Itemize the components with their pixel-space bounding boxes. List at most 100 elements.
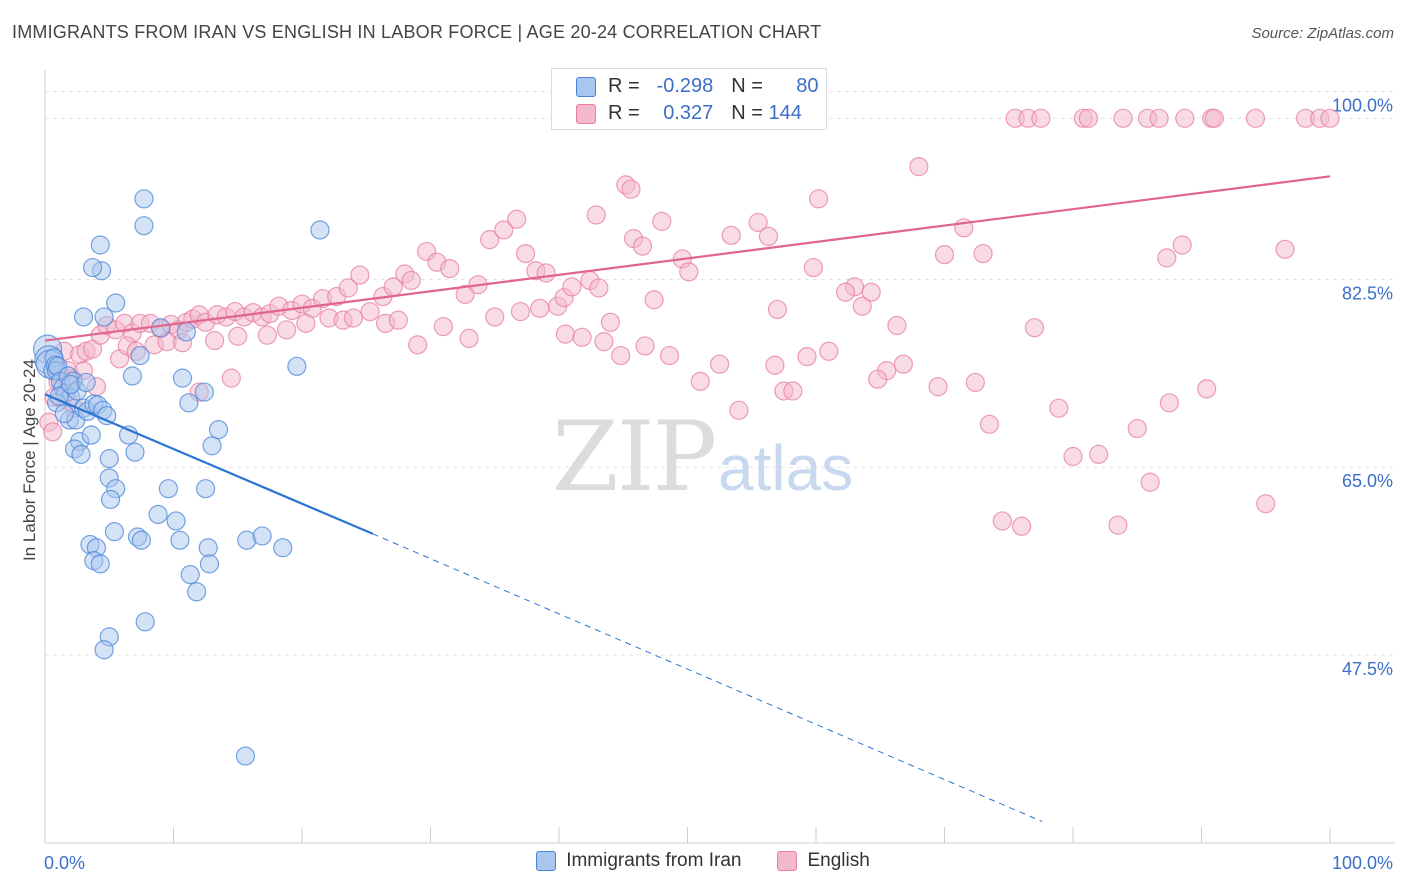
iran-point xyxy=(310,220,330,240)
english-point xyxy=(1159,393,1179,413)
legend-item-english[interactable]: English xyxy=(777,850,870,872)
r-label: R = xyxy=(608,75,640,97)
english-point xyxy=(440,259,460,279)
english-point xyxy=(679,262,699,282)
english-point xyxy=(965,372,985,393)
english-point xyxy=(621,179,641,199)
iran-point xyxy=(81,425,101,445)
english-point xyxy=(1204,108,1224,128)
english-point xyxy=(644,290,664,310)
english-point xyxy=(221,368,241,388)
english-point xyxy=(979,414,1000,434)
iran-point xyxy=(122,366,142,386)
iran-point xyxy=(194,382,214,402)
iran-point xyxy=(82,257,103,278)
english-point xyxy=(257,325,277,345)
iran-point xyxy=(99,449,119,469)
iran-trend-line xyxy=(44,393,374,535)
x-tick-label: 100.0% xyxy=(1332,853,1393,873)
english-point xyxy=(767,299,788,320)
english-point xyxy=(506,209,527,229)
iran-point xyxy=(187,582,207,602)
english-point xyxy=(408,335,428,355)
english-point xyxy=(1320,108,1340,128)
english-point xyxy=(797,347,817,367)
english-point xyxy=(1197,379,1217,399)
english-point xyxy=(710,354,730,374)
n-label: N = xyxy=(731,102,763,124)
y-tick-label: 47.5% xyxy=(1342,659,1393,679)
english-point xyxy=(893,354,913,374)
english-point xyxy=(808,189,829,209)
blue-swatch xyxy=(576,76,596,97)
iran-point xyxy=(170,530,190,550)
english-point xyxy=(1063,446,1083,467)
chart-title: IMMIGRANTS FROM IRAN VS ENGLISH IN LABOR… xyxy=(12,22,822,42)
y-tick-label: 65.0% xyxy=(1342,471,1393,491)
english-point xyxy=(652,211,672,231)
iran-point xyxy=(73,307,94,327)
iran-point xyxy=(90,554,110,574)
iran-point xyxy=(130,345,150,366)
english-point xyxy=(758,226,779,247)
english-point xyxy=(765,355,785,375)
english-point xyxy=(433,316,453,337)
r-label: R = xyxy=(608,102,640,124)
english-point xyxy=(992,511,1012,531)
iran-point xyxy=(196,479,216,499)
english-point xyxy=(659,345,680,366)
english-point xyxy=(43,422,63,442)
english-point xyxy=(276,320,297,340)
english-point xyxy=(555,324,576,344)
iran-point xyxy=(199,554,220,574)
iran-point xyxy=(131,530,151,550)
english-point xyxy=(861,282,881,302)
watermark-zip: ZIP xyxy=(552,401,715,513)
n-label: N = xyxy=(731,75,763,97)
english-point xyxy=(729,400,749,420)
iran-point xyxy=(71,444,91,464)
english-point xyxy=(536,263,556,283)
english-point xyxy=(1175,108,1195,128)
english-point xyxy=(401,270,421,291)
iran-point xyxy=(104,522,124,542)
english-point xyxy=(868,369,888,389)
english-point xyxy=(494,220,514,240)
iran-trend-extension xyxy=(372,533,1043,822)
english-point xyxy=(1245,108,1266,128)
legend-item-iran[interactable]: Immigrants from Iran xyxy=(536,850,741,872)
r-value-blue: -0.298 xyxy=(656,75,714,97)
iran-point xyxy=(252,526,272,546)
iran-point xyxy=(100,489,121,510)
legend-swatch-pink xyxy=(777,851,798,871)
x-tick-label: 0.0% xyxy=(44,853,85,873)
legend-swatch-blue xyxy=(536,851,557,871)
stats-row-blue: R = -0.298 N = 80 xyxy=(576,75,819,98)
english-point xyxy=(530,298,550,318)
english-point xyxy=(632,236,653,256)
iran-point xyxy=(172,368,193,388)
english-point xyxy=(803,257,824,278)
english-point xyxy=(455,284,475,304)
iran-point xyxy=(148,504,168,525)
iran-point xyxy=(90,235,110,255)
legend-label-iran: Immigrants from Iran xyxy=(566,850,742,871)
iran-point xyxy=(54,403,74,424)
iran-point xyxy=(202,436,222,456)
english-point xyxy=(1149,108,1169,128)
source-label: Source: ZipAtlas.com xyxy=(1251,25,1394,42)
iran-point xyxy=(166,511,186,531)
english-point xyxy=(510,301,531,322)
iran-point xyxy=(198,538,218,558)
iran-point xyxy=(273,538,293,558)
english-point xyxy=(1049,398,1069,418)
english-point xyxy=(1275,239,1295,259)
english-point xyxy=(1024,318,1045,338)
english-point xyxy=(485,307,505,327)
iran-point xyxy=(158,479,178,499)
english-point xyxy=(343,308,363,328)
english-point xyxy=(1089,444,1109,464)
legend-label-english: English xyxy=(807,850,870,871)
english-point xyxy=(388,310,408,330)
